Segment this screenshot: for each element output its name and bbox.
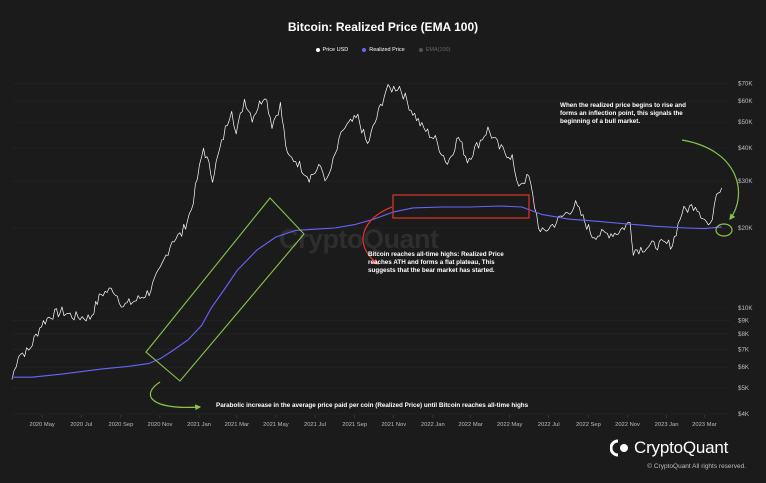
- y-tick-label: $30K: [738, 178, 753, 185]
- x-tick-label: 2022 Nov: [615, 422, 640, 428]
- legend-label-price: Price USD: [322, 47, 349, 53]
- y-tick-label: $5K: [738, 385, 750, 392]
- legend-swatch-price: [315, 48, 320, 52]
- x-tick-label: 2022 Mar: [458, 422, 483, 428]
- annotation-inflection: When the realized price begins to rise a…: [560, 102, 686, 125]
- y-tick-label: $40K: [738, 145, 753, 152]
- legend-label-realized: Realized Price: [369, 47, 405, 53]
- inflection-arrow: [681, 139, 740, 220]
- y-tick-label: $6K: [738, 364, 750, 371]
- watermark: CryptoQuant: [279, 224, 439, 254]
- realized-price-line: [12, 205, 722, 378]
- copyright-text: © CryptoQuant All rights reserved.: [647, 463, 746, 470]
- x-tick-label: 2020 Nov: [148, 422, 173, 428]
- brand-name: CryptoQuant: [634, 438, 729, 457]
- legend-item-price[interactable]: Price USD: [315, 47, 349, 53]
- x-tick-label: 2021 May: [263, 422, 289, 428]
- brand-logo: CryptoQuant: [610, 438, 728, 458]
- x-tick-label: 2022 Jul: [538, 422, 560, 428]
- legend-item-realized[interactable]: Realized Price: [362, 47, 405, 53]
- x-tick-label: 2021 Nov: [381, 422, 406, 428]
- y-tick-label: $10K: [738, 305, 753, 312]
- x-tick-label: 2021 Jul: [304, 422, 326, 428]
- x-tick-label: 2021 Jan: [187, 422, 211, 428]
- price-usd-line: [11, 84, 723, 380]
- inflection-highlight-circle: [715, 223, 733, 237]
- annotation-plateau: Bitcoin reaches all-time highs: Realized…: [368, 251, 504, 274]
- y-tick-label: $7K: [738, 346, 750, 353]
- y-tick-label: $8K: [738, 331, 750, 338]
- parabolic-arrow: [149, 381, 202, 411]
- cryptoquant-logo-icon: [610, 439, 628, 457]
- y-tick-label: $50K: [738, 119, 753, 126]
- chart-legend: Price USD Realized Price EMA(100): [0, 47, 766, 53]
- legend-item-ema[interactable]: EMA(100): [418, 47, 451, 53]
- y-tick-label: $9K: [738, 317, 750, 324]
- x-tick-label: 2022 May: [497, 422, 523, 428]
- legend-label-ema: EMA(100): [425, 47, 451, 53]
- annotation-parabolic: Parabolic increase in the average price …: [216, 402, 529, 409]
- legend-swatch-realized: [362, 48, 367, 52]
- x-tick-label: 2022 Sep: [576, 422, 601, 428]
- plateau-highlight-box: [392, 194, 530, 219]
- x-tick-label: 2021 Sep: [342, 422, 367, 428]
- x-tick-label: 2020 Jul: [70, 422, 92, 428]
- y-tick-label: $4K: [738, 411, 750, 418]
- x-tick-label: 2023 Mar: [692, 422, 717, 428]
- y-tick-label: $20K: [738, 225, 753, 232]
- y-tick-label: $60K: [738, 98, 753, 105]
- legend-swatch-ema: [418, 48, 423, 52]
- x-tick-label: 2022 Jan: [421, 422, 445, 428]
- x-tick-label: 2020 Sep: [108, 422, 133, 428]
- plateau-arrow: [362, 206, 393, 265]
- y-tick-label: $70K: [738, 80, 753, 87]
- x-tick-label: 2023 Jan: [655, 422, 679, 428]
- chart-title: Bitcoin: Realized Price (EMA 100): [287, 20, 479, 34]
- x-tick-label: 2020 May: [29, 422, 55, 428]
- parabolic-highlight-box: [145, 197, 305, 382]
- x-tick-label: 2021 Mar: [225, 422, 250, 428]
